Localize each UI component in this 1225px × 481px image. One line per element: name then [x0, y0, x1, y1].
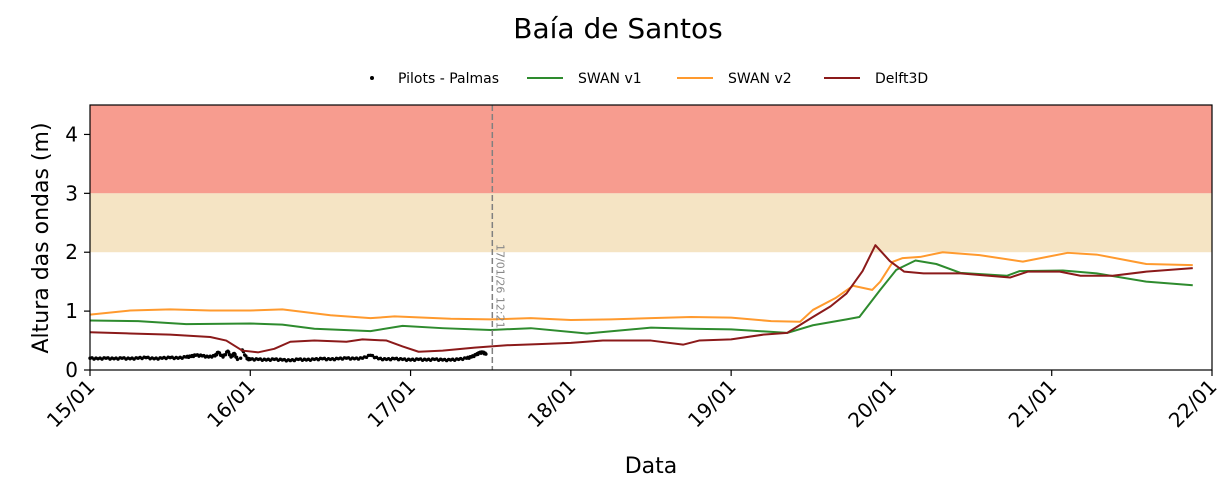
legend-label: Delft3D: [875, 71, 928, 87]
legend-item: Delft3D: [824, 71, 928, 87]
legend-label: SWAN v1: [578, 71, 642, 87]
series-swan-v2: [89, 251, 1193, 323]
legend-item: Pilots - Palmas: [370, 71, 499, 87]
legend-label: SWAN v2: [728, 71, 792, 87]
x-tick-label: 22/01: [1164, 375, 1222, 433]
series-line: [89, 251, 1193, 323]
y-axis-label: Altura das ondas (m): [29, 122, 54, 353]
band-1: [90, 193, 1212, 253]
data-point: [223, 352, 228, 357]
series-pilots-palmas: [88, 348, 488, 363]
band-0: [90, 105, 1212, 194]
bands: [90, 105, 1212, 253]
legend: Pilots - Palmas SWAN v1 SWAN v2 Delft3D: [370, 71, 928, 87]
series-group: [88, 244, 1193, 363]
series-line: [89, 244, 1193, 354]
x-tick-label: 15/01: [42, 375, 100, 433]
y-tick-label: 4: [65, 122, 78, 146]
legend-item: SWAN v2: [677, 71, 792, 87]
reference-line: 17/01/26 12:21: [491, 105, 506, 370]
data-point: [244, 354, 248, 358]
x-tick-label: 16/01: [202, 375, 260, 433]
plot-frame: [89, 104, 1213, 371]
series-line: [89, 259, 1193, 335]
y-tick-label: 2: [65, 240, 78, 264]
x-tick-label: 17/01: [362, 375, 420, 433]
legend-marker: [370, 76, 374, 80]
x-tick-label: 18/01: [523, 375, 581, 433]
x-tick-label: 20/01: [843, 375, 901, 433]
chart-title: Baía de Santos: [513, 12, 722, 45]
series-delft3d: [89, 244, 1193, 354]
series-swan-v1: [89, 259, 1193, 335]
y-tick-label: 0: [65, 358, 78, 382]
legend-item: SWAN v1: [527, 71, 642, 87]
vline-label: 17/01/26 12:21: [493, 244, 506, 329]
data-point: [238, 356, 243, 360]
legend-label: Pilots - Palmas: [398, 71, 499, 87]
data-point: [484, 352, 488, 356]
y-tick-label: 1: [65, 299, 78, 323]
x-tick-label: 19/01: [683, 375, 741, 433]
data-point: [233, 352, 237, 357]
y-tick-label: 3: [65, 181, 78, 205]
data-point: [226, 350, 231, 354]
x-axis-label: Data: [625, 454, 678, 479]
data-point: [235, 357, 240, 362]
x-tick-label: 21/01: [1004, 375, 1062, 433]
